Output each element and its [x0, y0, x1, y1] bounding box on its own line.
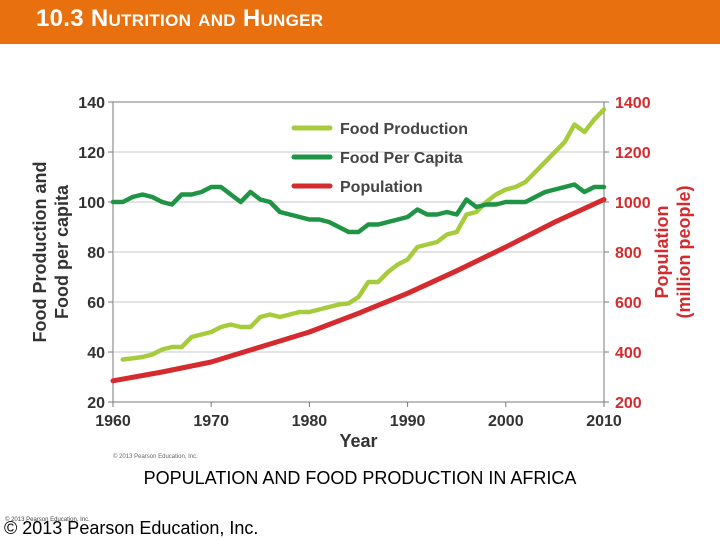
x-tick-label: 1970 [193, 413, 229, 430]
x-tick-label: 1980 [292, 413, 328, 430]
food-production-line [120, 107, 607, 362]
legend-label: Food Per Capita [340, 150, 463, 167]
legend-label: Food Production [340, 121, 468, 138]
x-axis-label: Year [339, 431, 377, 451]
y-tick-label-left: 60 [87, 295, 105, 312]
y-axis-label-left: Food Production and Food per capita [30, 162, 72, 343]
population-line [110, 197, 607, 384]
legend-label: Population [340, 179, 423, 196]
chart-copyright: © 2013 Pearson Education, Inc. [113, 453, 198, 460]
y-tick-label-right: 1400 [615, 95, 651, 112]
y-tick-label-right: 1000 [615, 195, 651, 212]
slide-title: 10.3 Nutrition and Hunger [36, 5, 324, 32]
y-tick-label-left: 40 [87, 345, 105, 362]
title-bar [0, 0, 720, 44]
y-tick-label-left: 140 [78, 95, 105, 112]
copyright-small: © 2013 Pearson Education, Inc. [5, 517, 90, 523]
y-tick-label-right: 400 [615, 345, 642, 362]
food-per-capita-line [110, 182, 607, 235]
chart-caption: POPULATION AND FOOD PRODUCTION IN AFRICA [143, 468, 577, 488]
y-tick-label-left: 120 [78, 145, 105, 162]
x-tick-label: 1990 [390, 413, 426, 430]
x-tick-label: 1960 [95, 413, 131, 430]
y-tick-label-left: 20 [87, 395, 105, 412]
y-tick-label-right: 200 [615, 395, 642, 412]
y-tick-label-right: 1200 [615, 145, 651, 162]
y-tick-label-right: 800 [615, 245, 642, 262]
y-tick-label-left: 80 [87, 245, 105, 262]
y-axis-label-right: Population (million people) [652, 185, 694, 318]
copyright-notice: © 2013 Pearson Education, Inc. [4, 518, 259, 538]
x-tick-label: 2000 [488, 413, 524, 430]
chart: 20 40 60 80 100 120 140 200 400 600 800 1000 1200 140… [30, 95, 694, 460]
y-tick-label-right: 600 [615, 295, 642, 312]
x-tick-label: 2010 [586, 413, 622, 430]
y-tick-label-left: 100 [78, 195, 105, 212]
